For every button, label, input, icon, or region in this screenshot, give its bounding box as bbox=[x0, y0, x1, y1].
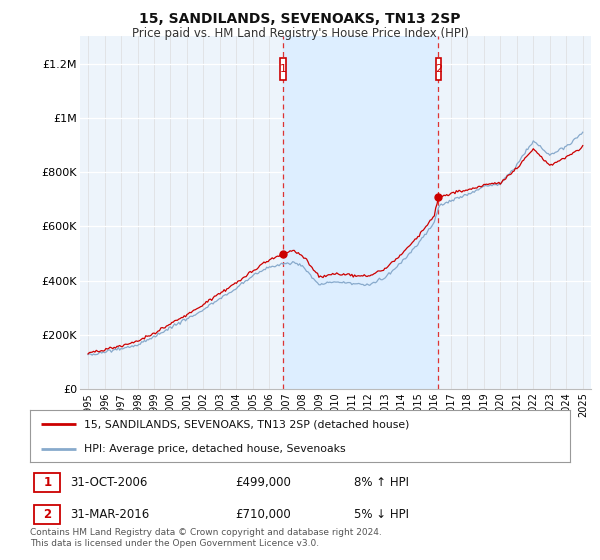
Text: 1: 1 bbox=[280, 64, 287, 74]
Text: £710,000: £710,000 bbox=[235, 508, 291, 521]
FancyBboxPatch shape bbox=[436, 58, 442, 80]
Text: 2: 2 bbox=[43, 508, 52, 521]
Text: Price paid vs. HM Land Registry's House Price Index (HPI): Price paid vs. HM Land Registry's House … bbox=[131, 27, 469, 40]
Text: HPI: Average price, detached house, Sevenoaks: HPI: Average price, detached house, Seve… bbox=[84, 444, 346, 454]
Text: Contains HM Land Registry data © Crown copyright and database right 2024.: Contains HM Land Registry data © Crown c… bbox=[30, 528, 382, 537]
Text: 5% ↓ HPI: 5% ↓ HPI bbox=[354, 508, 409, 521]
Text: 31-OCT-2006: 31-OCT-2006 bbox=[71, 476, 148, 489]
Bar bbox=[283, 36, 439, 389]
Text: 8% ↑ HPI: 8% ↑ HPI bbox=[354, 476, 409, 489]
Text: 15, SANDILANDS, SEVENOAKS, TN13 2SP: 15, SANDILANDS, SEVENOAKS, TN13 2SP bbox=[139, 12, 461, 26]
Text: £499,000: £499,000 bbox=[235, 476, 291, 489]
Text: 15, SANDILANDS, SEVENOAKS, TN13 2SP (detached house): 15, SANDILANDS, SEVENOAKS, TN13 2SP (det… bbox=[84, 419, 409, 430]
Text: This data is licensed under the Open Government Licence v3.0.: This data is licensed under the Open Gov… bbox=[30, 539, 319, 548]
FancyBboxPatch shape bbox=[34, 473, 60, 492]
Text: 1: 1 bbox=[43, 476, 52, 489]
FancyBboxPatch shape bbox=[280, 58, 286, 80]
Text: 2: 2 bbox=[435, 64, 442, 74]
Text: 31-MAR-2016: 31-MAR-2016 bbox=[71, 508, 150, 521]
FancyBboxPatch shape bbox=[34, 505, 60, 524]
